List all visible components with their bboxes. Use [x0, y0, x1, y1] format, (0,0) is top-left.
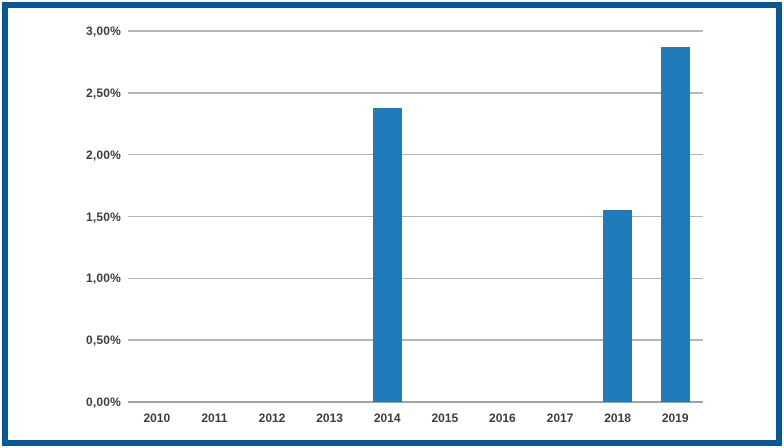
y-tick-label: 0,00%	[85, 395, 121, 409]
plot-area	[128, 30, 704, 403]
gridline	[128, 30, 703, 32]
bar-2014	[372, 107, 402, 402]
x-tick-label-2017: 2017	[546, 411, 574, 425]
x-axis: 2010 2011 2012 2013 2014 2015 2016 2017 2018 2019	[128, 408, 704, 430]
gridline	[128, 92, 703, 94]
x-tick-label-2019: 2019	[661, 411, 689, 425]
x-tick-label-2015: 2015	[431, 411, 459, 425]
x-tick-label-2012: 2012	[258, 411, 286, 425]
gridline	[128, 215, 703, 218]
x-tick-label-2016: 2016	[489, 411, 516, 425]
x-tick-label-2010: 2010	[143, 411, 171, 425]
y-tick-label: 2,50%	[85, 85, 121, 100]
y-tick-label: 1,50%	[85, 209, 121, 224]
gridline	[128, 153, 703, 156]
y-axis: 0,00% 0,50% 1,00% 1,50% 2,00% 2,50% 3,00%	[0, 0, 121, 448]
x-tick-label-2011: 2011	[201, 411, 228, 425]
y-tick-label: 2,00%	[85, 147, 121, 162]
y-tick-label: 3,00%	[85, 24, 121, 38]
x-tick-label-2018: 2018	[604, 411, 631, 425]
gridline	[128, 277, 703, 280]
bar-2019	[660, 47, 690, 402]
y-tick-label: 0,50%	[85, 333, 121, 348]
x-tick-label-2014: 2014	[373, 411, 401, 425]
x-axis-line	[128, 401, 703, 403]
bar-2018	[603, 210, 633, 402]
y-tick-label: 1,00%	[85, 271, 121, 286]
gridline	[128, 339, 703, 341]
x-tick-label-2013: 2013	[316, 411, 343, 425]
